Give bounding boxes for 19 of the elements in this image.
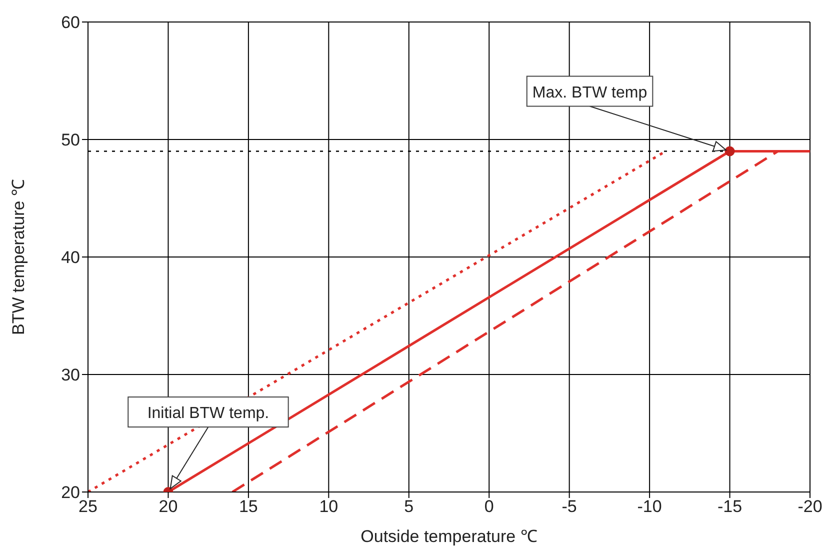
annotation: Max. BTW temp — [532, 84, 648, 102]
x-tick-label: 25 — [78, 497, 98, 516]
x-tick-label: -10 — [637, 497, 662, 516]
y-axis-title: BTW temperature ℃ — [9, 179, 28, 335]
x-tick-label: 5 — [404, 497, 414, 516]
x-tick-label: -20 — [798, 497, 822, 516]
x-tick-label: -15 — [717, 497, 742, 516]
y-tick-label: 60 — [61, 13, 80, 32]
x-tick-label: -5 — [562, 497, 577, 516]
x-tick-label: 10 — [319, 497, 338, 516]
y-tick-label: 20 — [61, 483, 80, 502]
x-tick-label: 0 — [484, 497, 494, 516]
y-tick-label: 30 — [61, 366, 80, 385]
annotation: Initial BTW temp. — [147, 405, 270, 422]
y-tick-label: 40 — [61, 248, 80, 268]
x-axis-title: Outside temperature ℃ — [360, 527, 538, 546]
x-tick-label: 20 — [158, 497, 178, 516]
x-tick-label: 15 — [238, 497, 258, 516]
y-tick-label: 50 — [61, 130, 80, 150]
